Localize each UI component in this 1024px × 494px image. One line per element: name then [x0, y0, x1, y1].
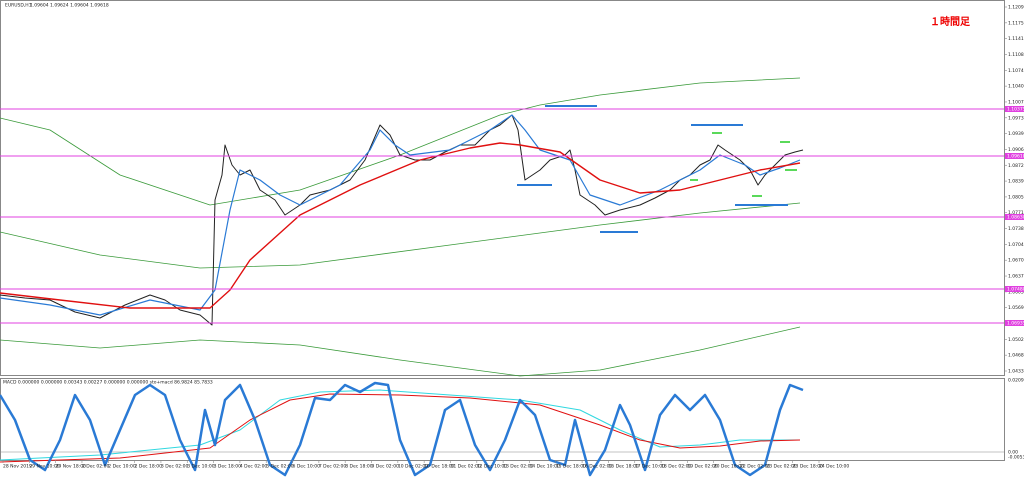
- time-label: 14 Dec 10:00: [529, 464, 559, 470]
- time-label: 23 Dec 02:00: [766, 464, 796, 470]
- time-label: 3 Dec 18:00: [214, 464, 242, 470]
- annotation: １時間足: [930, 15, 971, 28]
- price-label: 1.07717: [1008, 210, 1024, 216]
- time-label: 11 Dec 02:00: [450, 464, 480, 470]
- level-tag: [1005, 214, 1024, 220]
- price-label: 1.11418: [1008, 36, 1024, 42]
- time-label: 10 Dec 18:00: [424, 464, 454, 470]
- band-lower: [0, 326, 801, 377]
- time-label: 7 Dec 02:00: [319, 464, 347, 470]
- marks-green: [690, 132, 797, 197]
- level-label: 1.06935: [1007, 321, 1024, 327]
- price-label: 1.08390: [1008, 179, 1024, 185]
- time-label: 16 Dec 02:00: [582, 464, 612, 470]
- time-label: 13 Dec 02:00: [503, 464, 533, 470]
- time-label: 2 Dec 10:00: [108, 464, 136, 470]
- indicators: [0, 77, 1004, 477]
- price-label: 1.10072: [1008, 99, 1024, 105]
- macd-axis-label: -0.005330: [1008, 455, 1024, 461]
- price-label: 1.05698: [1008, 305, 1024, 311]
- time-label: 6 Dec 10:00: [293, 464, 321, 470]
- price-label: 1.05025: [1008, 337, 1024, 343]
- time-label: 16 Dec 18:00: [608, 464, 638, 470]
- main-panel: [0, 0, 1005, 376]
- level-label: 1.10375: [1007, 107, 1024, 113]
- stoch-macd: [0, 381, 804, 477]
- time-label: 8 Dec 18:00: [345, 464, 373, 470]
- price-label: 1.09399: [1008, 131, 1024, 137]
- level-tag: [1005, 106, 1024, 112]
- symbol: EURUSD,H1: [5, 3, 32, 9]
- level-label: 1.09618: [1007, 154, 1024, 160]
- band-middle: [0, 202, 801, 269]
- time-label: 3 Dec 02:00: [161, 464, 189, 470]
- time-label: 4 Dec 02:00: [240, 464, 268, 470]
- macd-main: [0, 393, 801, 463]
- price-label: 1.07044: [1008, 242, 1024, 248]
- ma-slow: [0, 142, 801, 309]
- levels-blue: [517, 105, 788, 233]
- level-label: 1.07480: [1007, 287, 1024, 293]
- level-tag: [1005, 320, 1024, 326]
- time-label: 22 Dec 02:00: [740, 464, 770, 470]
- level-label: 1.08630: [1007, 215, 1024, 221]
- time-label: 17 Dec 10:00: [635, 464, 665, 470]
- price-label: 1.10745: [1008, 68, 1024, 74]
- price-label: 1.09063: [1008, 147, 1024, 153]
- price-label: 1.11755: [1008, 20, 1024, 26]
- macd-axis-label: 0.00: [1008, 450, 1018, 456]
- price-candles: [0, 114, 804, 326]
- time-label: 10 Dec 02:00: [398, 464, 428, 470]
- macd-axis-label: 0.02097: [1008, 378, 1024, 384]
- time-label: 24 Dec 10:00: [819, 464, 849, 470]
- ohlc: 1.09604 1.09624 1.09604 1.09618: [30, 3, 109, 9]
- price-label: 1.07380: [1008, 226, 1024, 232]
- price-label: 1.04688: [1008, 353, 1024, 359]
- macd-panel: [0, 378, 1005, 461]
- time-label: 23 Dec 18:00: [793, 464, 823, 470]
- time-label: 2 Dec 18:00: [135, 464, 163, 470]
- price-label: 1.08726: [1008, 163, 1024, 169]
- price-label: 1.10409: [1008, 84, 1024, 90]
- price-label: 1.11082: [1008, 52, 1024, 58]
- time-label: 18 Dec 02:00: [661, 464, 691, 470]
- price-label: 1.06707: [1008, 258, 1024, 264]
- time-label: 3 Dec 10:00: [187, 464, 215, 470]
- time-label: 20 Dec 18:00: [714, 464, 744, 470]
- level-tag: [1005, 153, 1024, 159]
- time-label: 28 Nov 2019: [3, 464, 32, 470]
- ma-fast: [0, 114, 801, 316]
- time-label: 15 Dec 18:00: [556, 464, 586, 470]
- time-label: 19 Dec 02:00: [687, 464, 717, 470]
- time-label: 29 Nov 10:00: [29, 464, 59, 470]
- time-label: 12 Dec 10:00: [477, 464, 507, 470]
- price-label: 1.08053: [1008, 194, 1024, 200]
- price-label: 1.06034: [1008, 289, 1024, 295]
- time-label: 29 Nov 18:00: [56, 464, 86, 470]
- time-label: 5 Dec 02:00: [266, 464, 294, 470]
- macd-label: MACD 0.000000 0.000000 0.00343 0.00227 0…: [3, 380, 213, 386]
- time-label: 2 Dec 02:00: [82, 464, 110, 470]
- time-label: 9 Dec 02:00: [372, 464, 400, 470]
- price-label: 1.09736: [1008, 115, 1024, 121]
- level-tag: [1005, 286, 1024, 292]
